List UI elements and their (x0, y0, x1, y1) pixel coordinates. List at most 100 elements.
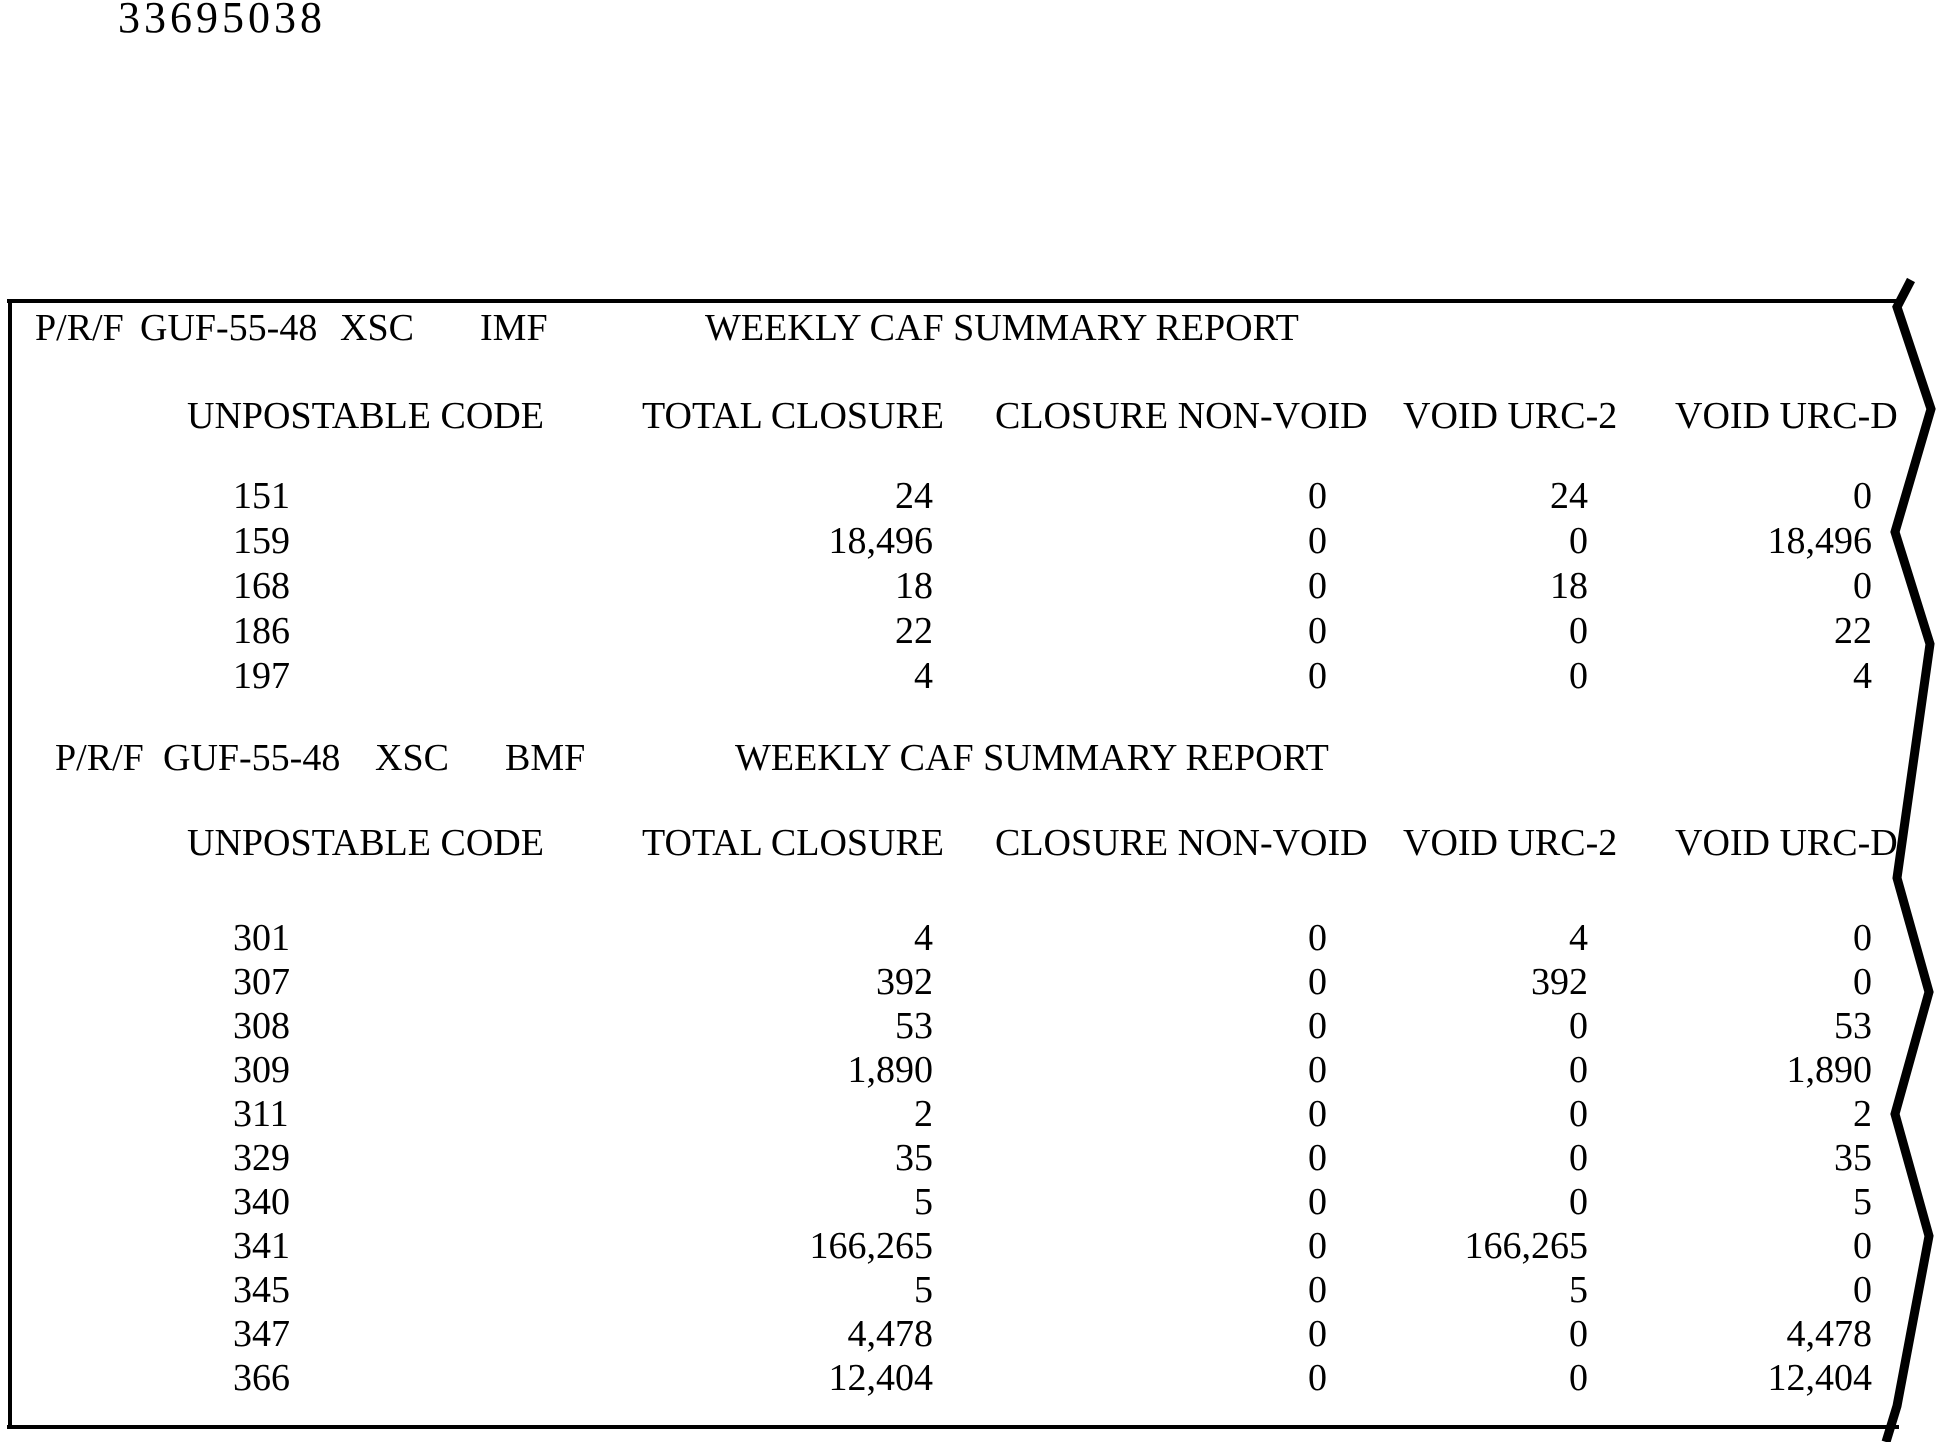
prf-label: P/R/F (35, 307, 124, 349)
cell-unpostable-code: 311 (233, 1093, 289, 1135)
cell-void-urc-2: 18 (1550, 565, 1588, 607)
cell-total-closure: 392 (876, 961, 933, 1003)
col-header-void-urc-2: VOID URC-2 (1403, 395, 1618, 437)
cell-void-urc-2: 5 (1569, 1269, 1588, 1311)
cell-closure-non-void: 0 (1308, 1313, 1327, 1355)
cell-closure-non-void: 0 (1308, 655, 1327, 697)
cell-unpostable-code: 308 (233, 1005, 290, 1047)
cell-closure-non-void: 0 (1308, 917, 1327, 959)
col-header-void-urc-d: VOID URC-D (1675, 822, 1898, 864)
cell-void-urc-2: 166,265 (1464, 1225, 1589, 1267)
document-number: 33695038 (118, 0, 326, 42)
report-id: GUF-55-48 (163, 737, 341, 779)
cell-unpostable-code: 340 (233, 1181, 290, 1223)
cell-void-urc-d: 0 (1853, 917, 1872, 959)
cell-void-urc-d: 4 (1853, 655, 1872, 697)
report-title: WEEKLY CAF SUMMARY REPORT (705, 307, 1299, 349)
cell-unpostable-code: 329 (233, 1137, 290, 1179)
report-id: GUF-55-48 (140, 307, 318, 349)
col-header-closure-non-void: CLOSURE NON-VOID (995, 822, 1368, 864)
cell-total-closure: 5 (914, 1181, 933, 1223)
cell-void-urc-d: 0 (1853, 1225, 1872, 1267)
cell-void-urc-2: 0 (1569, 1049, 1588, 1091)
table-row: 159 18,496 0 0 18,496 (0, 519, 1938, 563)
cell-void-urc-d: 0 (1853, 961, 1872, 1003)
cell-void-urc-2: 0 (1569, 1137, 1588, 1179)
cell-void-urc-d: 2 (1853, 1093, 1872, 1135)
cell-void-urc-2: 0 (1569, 1357, 1588, 1399)
cell-closure-non-void: 0 (1308, 1137, 1327, 1179)
cell-closure-non-void: 0 (1308, 1005, 1327, 1047)
col-header-total-closure: TOTAL CLOSURE (642, 822, 945, 864)
cell-void-urc-2: 0 (1569, 520, 1588, 562)
cell-unpostable-code: 347 (233, 1313, 290, 1355)
cell-unpostable-code: 307 (233, 961, 290, 1003)
table-row: 301 4 0 4 0 (0, 916, 1938, 960)
col-header-closure-non-void: CLOSURE NON-VOID (995, 395, 1368, 437)
cell-void-urc-d: 4,478 (1786, 1313, 1873, 1355)
cell-closure-non-void: 0 (1308, 1093, 1327, 1135)
cell-unpostable-code: 186 (233, 610, 290, 652)
cell-void-urc-d: 5 (1853, 1181, 1872, 1223)
table-row: 341 166,265 0 166,265 0 (0, 1224, 1938, 1268)
cell-total-closure: 166,265 (809, 1225, 934, 1267)
cell-closure-non-void: 0 (1308, 1181, 1327, 1223)
cell-void-urc-2: 0 (1569, 1313, 1588, 1355)
table-row: 307 392 0 392 0 (0, 960, 1938, 1004)
prf-label: P/R/F (55, 737, 144, 779)
cell-void-urc-d: 0 (1853, 1269, 1872, 1311)
cell-void-urc-d: 18,496 (1767, 520, 1873, 562)
cell-closure-non-void: 0 (1308, 520, 1327, 562)
table-row: 168 18 0 18 0 (0, 564, 1938, 608)
table-row: 340 5 0 0 5 (0, 1180, 1938, 1224)
table-row: 309 1,890 0 0 1,890 (0, 1048, 1938, 1092)
cell-void-urc-2: 0 (1569, 655, 1588, 697)
cell-void-urc-d: 35 (1834, 1137, 1872, 1179)
cell-void-urc-d: 0 (1853, 475, 1872, 517)
cell-closure-non-void: 0 (1308, 961, 1327, 1003)
table-row: 311 2 0 0 2 (0, 1092, 1938, 1136)
col-header-void-urc-d: VOID URC-D (1675, 395, 1898, 437)
column-header-row: UNPOSTABLE CODE TOTAL CLOSURE CLOSURE NO… (0, 394, 1938, 438)
col-header-unpostable-code: UNPOSTABLE CODE (187, 822, 544, 864)
cell-total-closure: 5 (914, 1269, 933, 1311)
table-row: 366 12,404 0 0 12,404 (0, 1356, 1938, 1400)
table-row: 345 5 0 5 0 (0, 1268, 1938, 1312)
cell-closure-non-void: 0 (1308, 610, 1327, 652)
torn-edge-zigzag (1881, 277, 1936, 1442)
report-header-line: P/R/F GUF-55-48 XSC IMF WEEKLY CAF SUMMA… (0, 306, 1938, 350)
cell-void-urc-2: 24 (1550, 475, 1588, 517)
cell-total-closure: 4 (914, 655, 933, 697)
cell-total-closure: 18,496 (828, 520, 934, 562)
cell-void-urc-2: 392 (1531, 961, 1588, 1003)
file-source-imf: IMF (480, 307, 548, 349)
table-row: 308 53 0 0 53 (0, 1004, 1938, 1048)
report-header-line: P/R/F GUF-55-48 XSC BMF WEEKLY CAF SUMMA… (0, 736, 1938, 780)
column-header-row: UNPOSTABLE CODE TOTAL CLOSURE CLOSURE NO… (0, 821, 1938, 865)
cell-total-closure: 4,478 (847, 1313, 934, 1355)
cell-void-urc-d: 53 (1834, 1005, 1872, 1047)
report-title: WEEKLY CAF SUMMARY REPORT (735, 737, 1329, 779)
cell-unpostable-code: 309 (233, 1049, 290, 1091)
cell-total-closure: 53 (895, 1005, 933, 1047)
cell-total-closure: 24 (895, 475, 933, 517)
col-header-unpostable-code: UNPOSTABLE CODE (187, 395, 544, 437)
cell-closure-non-void: 0 (1308, 1357, 1327, 1399)
table-row: 347 4,478 0 0 4,478 (0, 1312, 1938, 1356)
cell-void-urc-2: 0 (1569, 1093, 1588, 1135)
table-row: 197 4 0 0 4 (0, 654, 1938, 698)
cell-void-urc-2: 0 (1569, 610, 1588, 652)
cell-closure-non-void: 0 (1308, 565, 1327, 607)
cell-unpostable-code: 341 (233, 1225, 290, 1267)
cell-unpostable-code: 366 (233, 1357, 290, 1399)
col-header-void-urc-2: VOID URC-2 (1403, 822, 1618, 864)
table-row: 151 24 0 24 0 (0, 474, 1938, 518)
cell-void-urc-d: 12,404 (1767, 1357, 1873, 1399)
cell-total-closure: 4 (914, 917, 933, 959)
report-symbol: XSC (340, 307, 414, 349)
cell-total-closure: 1,890 (847, 1049, 934, 1091)
cell-closure-non-void: 0 (1308, 1225, 1327, 1267)
cell-unpostable-code: 151 (233, 475, 290, 517)
cell-total-closure: 12,404 (828, 1357, 934, 1399)
